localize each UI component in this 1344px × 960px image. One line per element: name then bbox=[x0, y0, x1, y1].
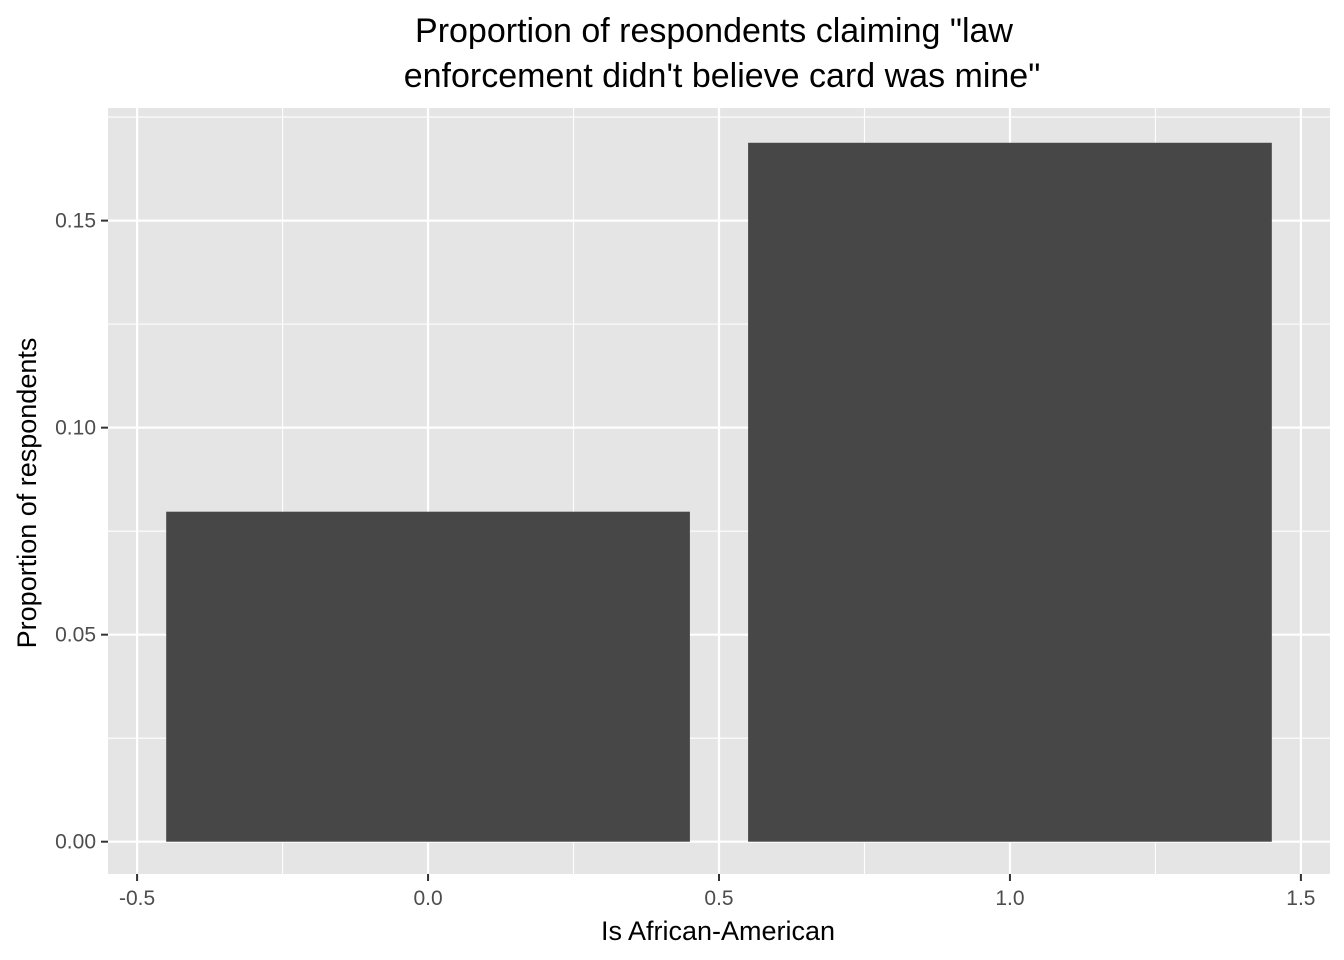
x-axis-title: Is African-American bbox=[601, 916, 835, 946]
bars bbox=[166, 142, 1272, 842]
bar-0 bbox=[166, 511, 690, 842]
x-axis: -0.5 0.0 0.5 1.0 1.5 bbox=[119, 874, 1316, 910]
bar-1 bbox=[748, 142, 1272, 842]
x-tick-label: 0.0 bbox=[413, 887, 442, 910]
y-axis-title: Proportion of respondents bbox=[12, 338, 42, 649]
y-tick-label: 0.00 bbox=[55, 831, 96, 854]
y-tick-label: 0.05 bbox=[55, 624, 96, 647]
x-tick-label: 1.0 bbox=[995, 887, 1024, 910]
y-axis: 0.00 0.05 0.10 0.15 bbox=[55, 210, 108, 854]
y-tick-label: 0.10 bbox=[55, 417, 96, 440]
x-tick-label: 1.5 bbox=[1286, 887, 1315, 910]
x-tick-label: -0.5 bbox=[119, 887, 155, 910]
chart-title-line-1: Proportion of respondents claiming "law bbox=[415, 12, 1013, 50]
y-tick-label: 0.15 bbox=[55, 210, 96, 233]
x-tick-label: 0.5 bbox=[704, 887, 733, 910]
chart-title-line-2: enforcement didn't believe card was mine… bbox=[404, 57, 1041, 95]
